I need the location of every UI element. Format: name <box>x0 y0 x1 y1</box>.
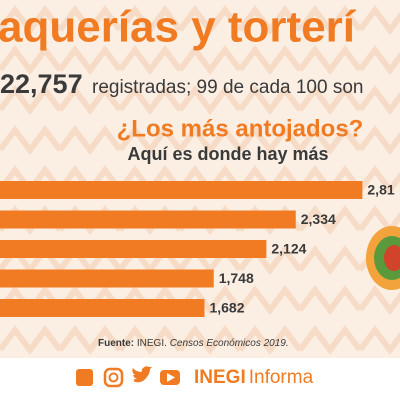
subtitle-text: registradas; 99 de cada 100 son <box>92 77 363 98</box>
source-label: Fuente: <box>98 338 134 349</box>
social-icons <box>76 366 180 388</box>
value-label: 2,124 <box>271 241 306 257</box>
footer-band <box>0 358 400 400</box>
value-label: 1,682 <box>209 300 244 316</box>
bar <box>0 269 214 288</box>
bar <box>0 181 363 199</box>
instagram-icon[interactable] <box>103 367 124 388</box>
bar <box>0 210 296 229</box>
facebook-icon[interactable] <box>76 369 93 386</box>
source-org: INEGI. <box>137 338 167 349</box>
youtube-play <box>167 373 175 382</box>
source-work: Censos Económicos 2019. <box>170 338 289 349</box>
value-label: 1,748 <box>219 270 254 286</box>
brand-name: INEGI <box>194 367 246 388</box>
instagram-lens <box>108 372 119 383</box>
brand-suffix: Informa <box>249 367 314 388</box>
value-label: 2,334 <box>301 211 336 227</box>
food-illustration <box>366 226 400 290</box>
twitter-icon[interactable] <box>132 366 152 383</box>
background-pattern <box>0 0 400 358</box>
value-label: 2,81 <box>367 182 394 198</box>
bar <box>0 240 267 258</box>
title: aquerías y torterí <box>0 3 357 52</box>
chart-subtitle: Aquí es donde hay más <box>127 144 328 164</box>
source: Fuente: INEGI. Censos Económicos 2019. <box>98 338 289 349</box>
brand: INEGI Informa <box>194 367 314 388</box>
question: ¿Los más antojados? <box>117 115 364 142</box>
bar <box>0 299 205 317</box>
subtitle-number: 22,757 <box>0 69 83 99</box>
